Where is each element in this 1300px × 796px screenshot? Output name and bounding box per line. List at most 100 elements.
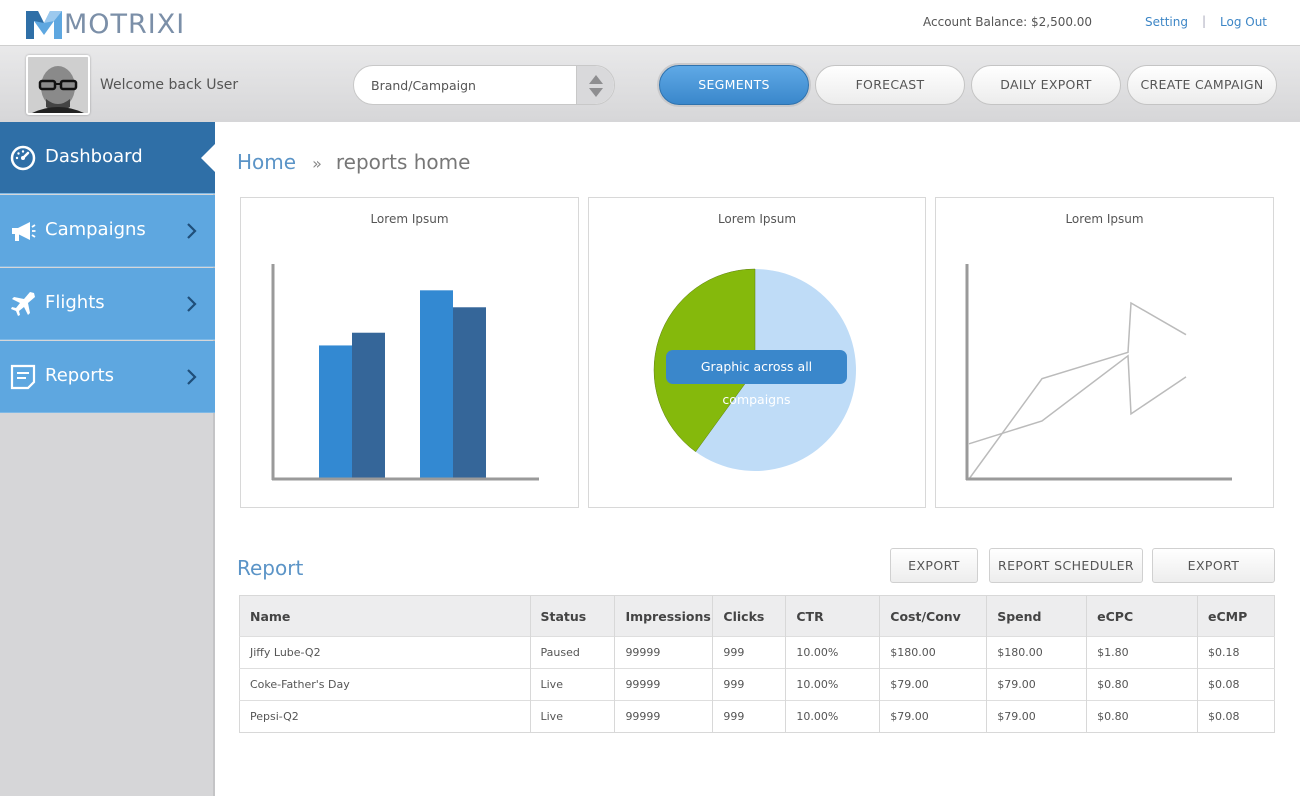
forecast-button[interactable]: FORECAST xyxy=(815,65,965,105)
bar-chart xyxy=(271,264,539,481)
sidebar: Dashboard Campaigns Flights Reports xyxy=(0,122,215,796)
sidebar-item-dashboard[interactable]: Dashboard xyxy=(0,122,215,194)
select-spinner[interactable] xyxy=(576,66,614,104)
chevron-right-icon xyxy=(187,369,197,385)
brand-campaign-select[interactable]: Brand/Campaign xyxy=(353,65,615,105)
breadcrumb-separator: » xyxy=(312,154,322,173)
table-cell: $79.00 xyxy=(879,700,988,733)
line-series[interactable] xyxy=(968,301,1187,480)
column-header[interactable]: eCPC xyxy=(1086,595,1198,637)
export-button-secondary[interactable]: EXPORT xyxy=(1152,548,1275,583)
logout-link[interactable]: Log Out xyxy=(1220,15,1268,29)
bar-chart-panel: Lorem Ipsum xyxy=(240,197,579,508)
create-campaign-button[interactable]: CREATE CAMPAIGN xyxy=(1127,65,1277,105)
avatar[interactable] xyxy=(26,55,90,115)
table-cell: $180.00 xyxy=(879,636,988,669)
sidebar-item-label: Campaigns xyxy=(45,219,146,240)
daily-export-button[interactable]: DAILY EXPORT xyxy=(971,65,1121,105)
account-balance: Account Balance: $2,500.00 xyxy=(923,15,1093,29)
sidebar-item-reports[interactable]: Reports xyxy=(0,341,215,413)
logo[interactable]: MOTRIXI xyxy=(24,6,185,42)
table-cell: 99999 xyxy=(614,636,714,669)
bar[interactable] xyxy=(319,345,352,479)
column-header[interactable]: Impressions xyxy=(614,595,714,637)
table-cell: $79.00 xyxy=(986,700,1088,733)
segments-button[interactable]: SEGMENTS xyxy=(659,65,809,105)
bar[interactable] xyxy=(453,307,486,479)
up-down-arrows-icon xyxy=(589,75,603,97)
chart-title: Lorem Ipsum xyxy=(717,212,797,226)
table-header-row: Name Status Impressions Clicks CTR Cost/Conv S… xyxy=(239,595,1275,637)
setting-link[interactable]: Setting xyxy=(1145,15,1188,29)
bar[interactable] xyxy=(352,332,385,479)
column-header[interactable]: CTR xyxy=(785,595,881,637)
chart-title: Lorem Ipsum xyxy=(370,212,449,226)
column-header[interactable]: Name xyxy=(239,595,531,637)
user-toolbar: Welcome back User Brand/Campaign SEGMENT… xyxy=(0,46,1300,122)
breadcrumb: Home » reports home xyxy=(237,150,470,174)
table-cell: $0.18 xyxy=(1197,636,1275,669)
user-avatar-icon xyxy=(28,57,88,113)
brand-campaign-value: Brand/Campaign xyxy=(371,78,476,93)
megaphone-icon xyxy=(12,222,36,241)
table-cell: 10.00% xyxy=(785,636,881,669)
table-cell: $0.80 xyxy=(1086,700,1198,733)
table-row[interactable]: Coke-Father's Day Live 99999 999 10.00% $79.0… xyxy=(239,668,1275,701)
column-header[interactable]: Status xyxy=(530,595,616,637)
report-document-icon xyxy=(10,364,36,390)
table-cell: $0.80 xyxy=(1086,668,1198,701)
column-header[interactable]: Spend xyxy=(986,595,1088,637)
table-cell: Paused xyxy=(530,636,616,669)
sidebar-item-label: Reports xyxy=(45,365,115,386)
table-cell: Live xyxy=(530,700,616,733)
sidebar-item-label: Flights xyxy=(45,292,105,313)
table-cell: $0.08 xyxy=(1197,700,1275,733)
pie-tooltip: Graphic across all compaigns xyxy=(666,350,847,407)
dashboard-gauge-icon xyxy=(10,145,36,171)
link-separator: | xyxy=(1202,14,1207,28)
table-cell: Coke-Father's Day xyxy=(239,668,531,701)
table-row[interactable]: Pepsi-Q2 Live 99999 999 10.00% $79.00 $79.00 $0… xyxy=(239,700,1275,733)
active-indicator xyxy=(201,144,215,172)
table-cell: $0.08 xyxy=(1197,668,1275,701)
logo-m-icon xyxy=(26,11,62,39)
column-header[interactable]: eCMP xyxy=(1197,595,1275,637)
table-cell: $79.00 xyxy=(986,668,1088,701)
table-row[interactable]: Jiffy Lube-Q2 Paused 99999 999 10.00% $180.00… xyxy=(239,636,1275,669)
table-cell: $180.00 xyxy=(986,636,1088,669)
table-cell: 999 xyxy=(712,636,787,669)
table-cell: 99999 xyxy=(614,668,714,701)
table-cell: 10.00% xyxy=(785,668,881,701)
export-button[interactable]: EXPORT xyxy=(890,548,978,583)
table-cell: 99999 xyxy=(614,700,714,733)
table-cell: Jiffy Lube-Q2 xyxy=(239,636,531,669)
top-bar: MOTRIXI Account Balance: $2,500.00 Setti… xyxy=(0,0,1300,46)
table-cell: Pepsi-Q2 xyxy=(239,700,531,733)
table-cell: 999 xyxy=(712,668,787,701)
table-cell: Live xyxy=(530,668,616,701)
column-header[interactable]: Clicks xyxy=(712,595,787,637)
report-title: Report xyxy=(237,556,304,580)
sidebar-item-label: Dashboard xyxy=(45,146,143,167)
chevron-right-icon xyxy=(187,223,197,239)
breadcrumb-current: reports home xyxy=(335,150,471,174)
table-cell: $1.80 xyxy=(1086,636,1198,669)
welcome-text: Welcome back User xyxy=(100,77,239,93)
table-cell: 10.00% xyxy=(785,700,881,733)
column-header[interactable]: Cost/Conv xyxy=(879,595,988,637)
chevron-right-icon xyxy=(187,296,197,312)
report-scheduler-button[interactable]: REPORT SCHEDULER xyxy=(989,548,1143,583)
table-cell: 999 xyxy=(712,700,787,733)
logo-text: MOTRIXI xyxy=(64,8,186,40)
sidebar-item-campaigns[interactable]: Campaigns xyxy=(0,195,215,267)
line-chart xyxy=(965,264,1232,481)
sidebar-item-flights[interactable]: Flights xyxy=(0,268,215,340)
airplane-icon xyxy=(11,292,35,316)
report-table: Name Status Impressions Clicks CTR Cost/Conv S… xyxy=(239,595,1275,733)
breadcrumb-home[interactable]: Home xyxy=(237,150,297,174)
table-cell: $79.00 xyxy=(879,668,988,701)
bar[interactable] xyxy=(420,290,453,479)
line-series[interactable] xyxy=(968,354,1187,445)
line-chart-panel: Lorem Ipsum xyxy=(935,197,1274,508)
chart-title: Lorem Ipsum xyxy=(1065,212,1144,226)
